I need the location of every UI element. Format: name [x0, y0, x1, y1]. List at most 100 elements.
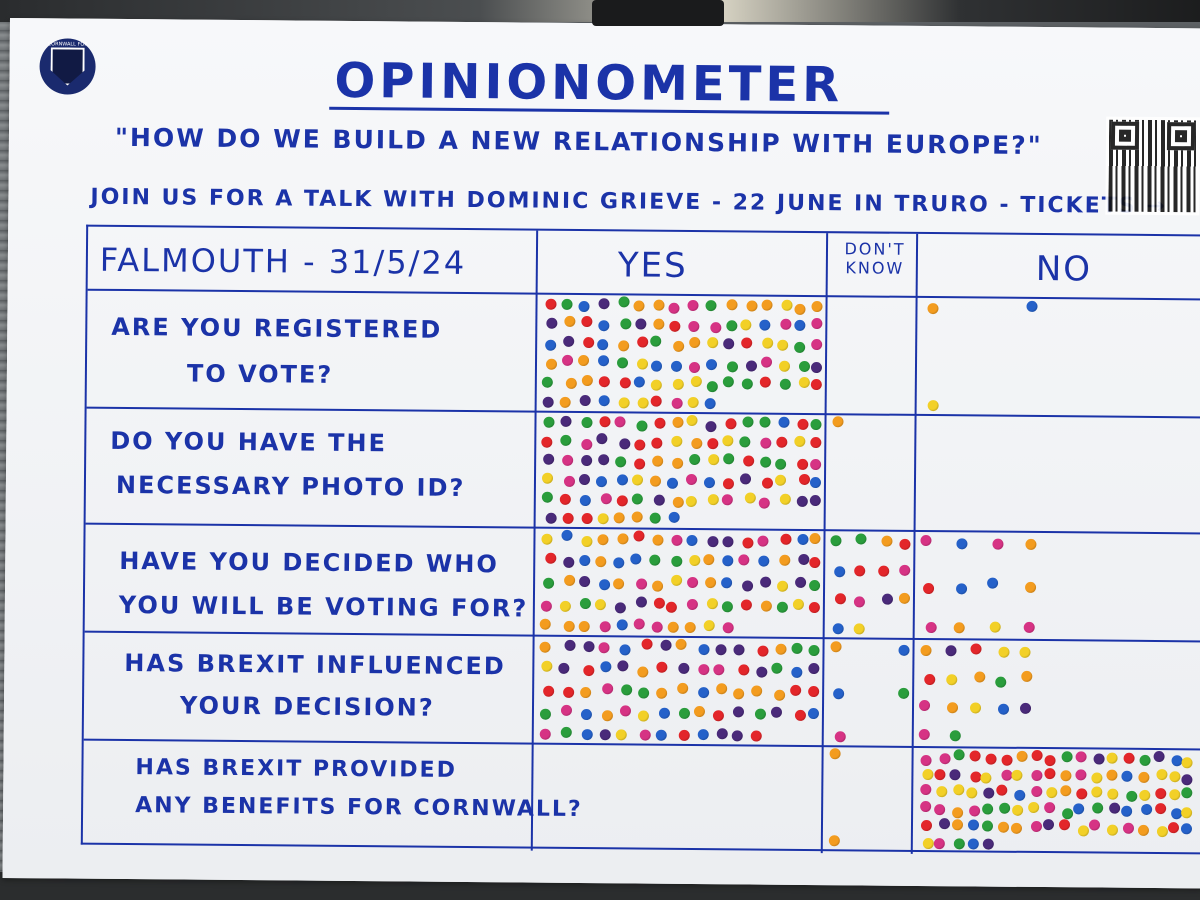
- vote-dot-yes: [777, 580, 789, 592]
- vote-dot-yes: [697, 729, 709, 741]
- vote-dot-no: [1044, 767, 1056, 779]
- vote-dot-no: [927, 303, 939, 315]
- vote-dot-no: [1120, 806, 1132, 818]
- vote-dot-no: [920, 784, 932, 796]
- vote-dot-yes: [698, 643, 710, 655]
- vote-dot-yes: [759, 376, 771, 388]
- vote-dot-yes: [599, 416, 611, 428]
- vote-dot-no: [1120, 770, 1133, 782]
- vote-dot-yes: [755, 708, 767, 720]
- vote-dot-yes: [614, 416, 626, 428]
- vote-dot-no: [1011, 805, 1023, 817]
- vote-dot-no: [1031, 770, 1043, 782]
- vote-dot-yes: [686, 598, 698, 610]
- vote-dot-yes: [563, 620, 575, 632]
- vote-dot-yes: [687, 397, 699, 409]
- vote-dot-yes: [760, 456, 772, 468]
- vote-dot-no: [1060, 770, 1072, 782]
- vote-dot-yes: [721, 600, 733, 613]
- vote-dot-yes: [781, 299, 793, 311]
- vote-dot-yes: [635, 420, 648, 432]
- vote-dot-yes: [712, 710, 724, 722]
- vote-dot-yes: [650, 360, 662, 372]
- vote-dot-yes: [579, 597, 591, 609]
- vote-dot-yes: [671, 436, 683, 448]
- vote-dot-yes: [707, 453, 719, 465]
- vote-dot-yes: [561, 298, 574, 310]
- vote-dot-dont-know: [898, 688, 910, 700]
- vote-dot-yes: [688, 361, 700, 373]
- vote-dot-no: [945, 645, 957, 657]
- vote-dot-yes: [810, 378, 822, 390]
- vote-dot-yes: [771, 706, 783, 718]
- vote-dot-no: [1139, 789, 1151, 801]
- vote-dot-yes: [560, 600, 572, 612]
- vote-dot-yes: [639, 729, 652, 741]
- row-question-label: NECESSARY PHOTO ID?: [115, 470, 466, 502]
- vote-dot-yes: [581, 729, 594, 741]
- vote-dot-yes: [617, 533, 629, 545]
- vote-dot-yes: [779, 493, 791, 505]
- vote-dot-yes: [808, 645, 820, 657]
- vote-dot-yes: [726, 320, 738, 332]
- board-clip: [592, 0, 724, 26]
- vote-dot-no: [923, 582, 935, 595]
- vote-dot-yes: [771, 663, 783, 675]
- vote-dot-no: [987, 577, 999, 589]
- vote-dot-yes: [706, 358, 718, 370]
- event-announcement: JOIN US FOR A TALK WITH DOMINIC GRIEVE -…: [90, 184, 1167, 220]
- cornwall-for-europe-logo: CORNWALL FOR EUROPE: [39, 38, 96, 95]
- vote-dot-yes: [687, 321, 699, 333]
- vote-dot-yes: [561, 455, 573, 467]
- vote-dot-no: [1167, 822, 1179, 834]
- vote-dot-yes: [633, 530, 645, 542]
- vote-dot-yes: [618, 296, 630, 308]
- vote-dot-yes: [672, 496, 684, 509]
- vote-dot-yes: [713, 664, 725, 676]
- vote-dot-yes: [632, 511, 644, 523]
- qr-code[interactable]: [1105, 116, 1200, 216]
- vote-dot-yes: [630, 553, 642, 565]
- vote-dot-yes: [581, 535, 593, 547]
- vote-dot-yes: [541, 491, 553, 504]
- vote-dot-yes: [544, 340, 556, 352]
- vote-dot-yes: [559, 434, 571, 446]
- vote-dot-yes: [619, 438, 631, 450]
- vote-dot-yes: [773, 689, 785, 701]
- vote-dot-yes: [756, 666, 768, 679]
- vote-dot-yes: [759, 319, 771, 331]
- vote-dot-yes: [542, 396, 554, 408]
- vote-dot-no: [968, 805, 980, 817]
- vote-dot-yes: [775, 437, 787, 449]
- vote-dot-yes: [598, 578, 610, 591]
- vote-dot-yes: [656, 661, 668, 673]
- vote-dot-yes: [716, 728, 728, 740]
- vote-dot-yes: [671, 397, 684, 409]
- vote-dot-yes: [620, 317, 632, 329]
- vote-dot-yes: [614, 456, 626, 468]
- vote-dot-no: [1011, 769, 1023, 781]
- vote-dot-yes: [722, 493, 734, 505]
- row-question-label: HAS BREXIT PROVIDED: [135, 755, 457, 783]
- vote-dot-yes: [597, 512, 609, 524]
- vote-dot-yes: [705, 299, 717, 311]
- vote-dot-yes: [780, 318, 792, 331]
- vote-dot-no: [954, 838, 966, 850]
- vote-dot-yes: [731, 730, 743, 742]
- vote-dot-yes: [740, 599, 752, 611]
- vote-dot-yes: [775, 644, 787, 656]
- vote-dot-yes: [722, 622, 734, 634]
- vote-dot-yes: [732, 706, 744, 718]
- vote-dot-no: [1181, 807, 1193, 819]
- vote-dot-yes: [722, 453, 734, 465]
- vote-dot-yes: [562, 335, 575, 347]
- vote-dot-dont-know: [853, 565, 865, 577]
- vote-dot-yes: [704, 398, 716, 410]
- vote-dot-dont-know: [829, 748, 841, 760]
- vote-dot-no: [1109, 802, 1121, 814]
- vote-dot-yes: [633, 618, 645, 630]
- vote-dot-no: [1059, 819, 1071, 831]
- grid-line: [820, 233, 829, 854]
- vote-dot-yes: [579, 473, 591, 485]
- vote-dot-no: [953, 749, 965, 761]
